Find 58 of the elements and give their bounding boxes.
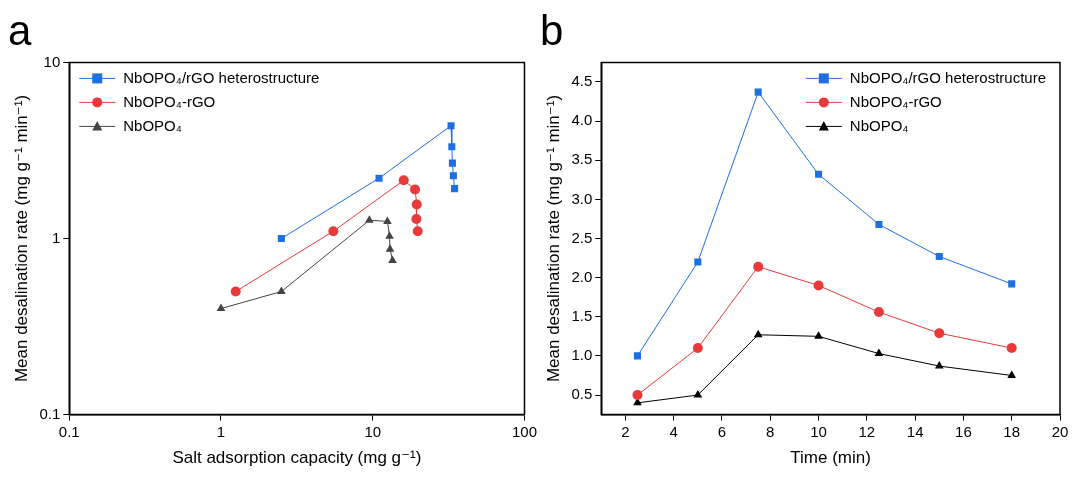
x-tick-label: 1 xyxy=(216,422,226,440)
point xyxy=(873,307,884,318)
x-tick-label: 12 xyxy=(858,422,876,440)
point xyxy=(934,328,945,339)
y-tick-label: 1.0 xyxy=(571,346,593,364)
point xyxy=(753,329,763,338)
point xyxy=(875,220,883,228)
point xyxy=(753,261,764,272)
legend-label: NbOPO₄-rGO xyxy=(849,92,942,110)
chart-title: b xyxy=(540,6,564,54)
point xyxy=(814,331,823,339)
point xyxy=(874,348,884,357)
point xyxy=(632,390,643,401)
point xyxy=(754,88,762,96)
y-tick-label: 10 xyxy=(43,52,61,70)
point xyxy=(1006,343,1017,354)
y-tick-label: 1 xyxy=(51,228,61,246)
x-tick-label: 10 xyxy=(810,422,827,440)
y-tick-label: 0.1 xyxy=(39,404,61,422)
y-tick-label: 2.5 xyxy=(571,228,593,246)
y-tick-label: 3.0 xyxy=(571,189,593,207)
chart-title: a xyxy=(8,6,32,54)
legend-label: NbOPO₄ xyxy=(849,116,909,134)
legend-label: NbOPO₄/rGO heterostructure xyxy=(123,68,320,86)
legend-label: NbOPO₄ xyxy=(123,116,182,134)
legend-label: NbOPO₄/rGO heterostructure xyxy=(849,68,1046,86)
y-axis-title: Mean desalination rate (mg g⁻¹ min⁻¹) xyxy=(11,94,31,383)
y-tick-label: 1.5 xyxy=(571,306,593,324)
point xyxy=(694,258,702,266)
x-tick-label: 16 xyxy=(955,422,972,440)
y-tick-label: 4.0 xyxy=(571,111,593,129)
x-tick-label: 14 xyxy=(906,422,924,440)
point xyxy=(934,361,944,369)
point xyxy=(633,352,642,360)
x-tick-label: 100 xyxy=(511,422,537,440)
x-tick-label: 2 xyxy=(621,422,630,440)
point xyxy=(813,280,824,291)
point xyxy=(1008,280,1016,288)
y-tick-label: 3.5 xyxy=(571,150,593,168)
x-axis-title: Salt adsorption capacity (mg g⁻¹) xyxy=(172,448,422,468)
x-tick-label: 4 xyxy=(669,422,678,440)
legend-label: NbOPO₄-rGO xyxy=(123,92,216,110)
y-tick-label: 4.5 xyxy=(571,72,593,90)
x-axis-title: Time (min) xyxy=(790,448,871,468)
x-tick-label: 0.1 xyxy=(58,422,80,440)
x-tick-label: 18 xyxy=(1003,422,1021,440)
y-tick-label: 2.0 xyxy=(571,267,593,285)
point xyxy=(935,252,943,261)
point xyxy=(693,390,703,398)
x-tick-label: 20 xyxy=(1051,422,1069,440)
y-axis-title: Mean desalination rate (mg g⁻¹ min⁻¹) xyxy=(543,94,563,383)
point xyxy=(692,343,703,354)
point xyxy=(1007,370,1017,378)
y-tick-label: 0.5 xyxy=(571,385,593,403)
x-tick-label: 6 xyxy=(717,422,727,440)
x-tick-label: 10 xyxy=(364,422,382,440)
x-tick-label: 8 xyxy=(766,422,775,440)
point xyxy=(815,170,823,178)
